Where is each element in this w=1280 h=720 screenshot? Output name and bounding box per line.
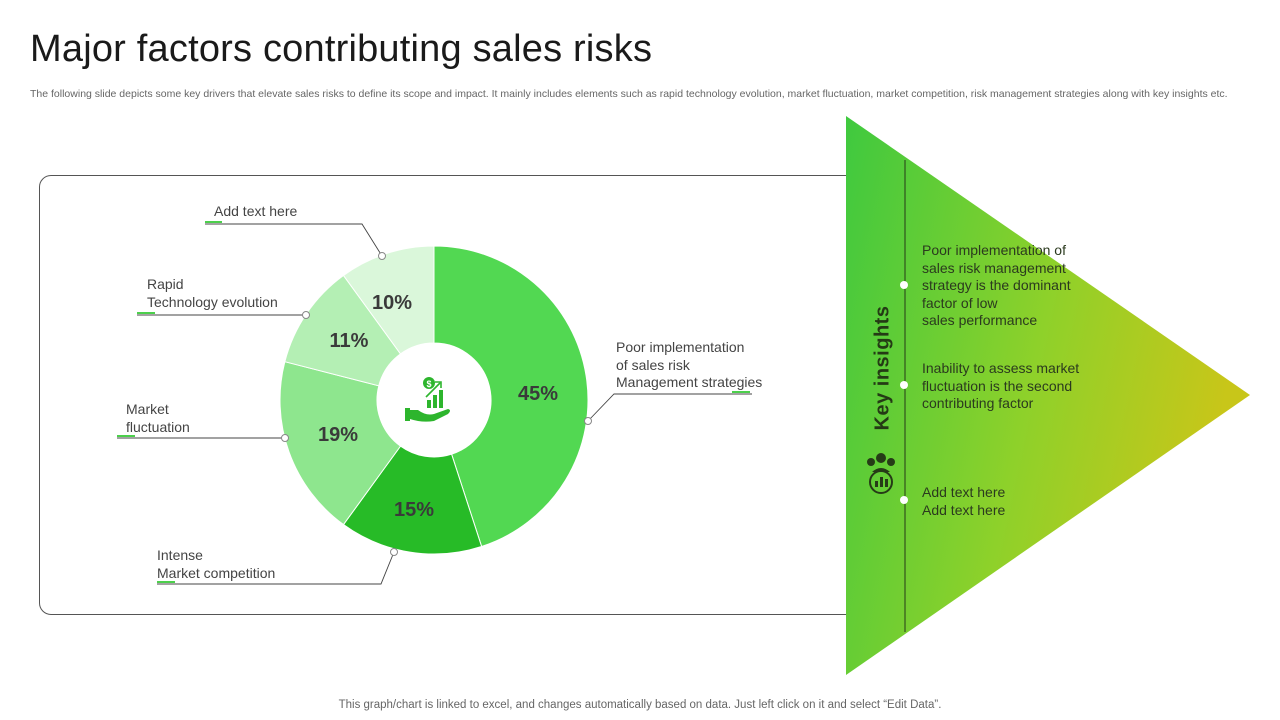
callout-addtext: Add text here <box>214 203 297 219</box>
callout-intense: Intense Market competition <box>157 547 275 581</box>
insight-item-1: Poor implementation of sales risk manage… <box>922 242 1071 328</box>
slice-label-poor: 45% <box>518 383 558 405</box>
slice-label-intense: 15% <box>394 499 434 521</box>
leader-addtext <box>205 223 383 257</box>
callout-market: Market fluctuation <box>126 401 190 435</box>
insight-item-2: Inability to assess market fluctuation i… <box>922 360 1080 411</box>
slice-label-rapid: 11% <box>330 330 369 352</box>
svg-text:$: $ <box>426 379 431 389</box>
callout-poor: Poor implementation of sales risk Manage… <box>616 339 762 390</box>
footer-note: This graph/chart is linked to excel, and… <box>338 699 942 711</box>
callout-rapid: Rapid Technology evolution <box>147 276 278 310</box>
money-growth-hand-icon: $ <box>405 377 450 422</box>
slice-label-market: 19% <box>318 424 358 446</box>
slice-label-addtext: 10% <box>372 292 412 314</box>
leader-poor <box>587 393 752 422</box>
insight-item-3: Add text here Add text here <box>922 484 1006 518</box>
leader-intense <box>157 551 395 585</box>
page-title: Major factors contributing sales risks <box>30 28 653 70</box>
page-subtitle: The following slide depicts some key dri… <box>30 88 1228 100</box>
